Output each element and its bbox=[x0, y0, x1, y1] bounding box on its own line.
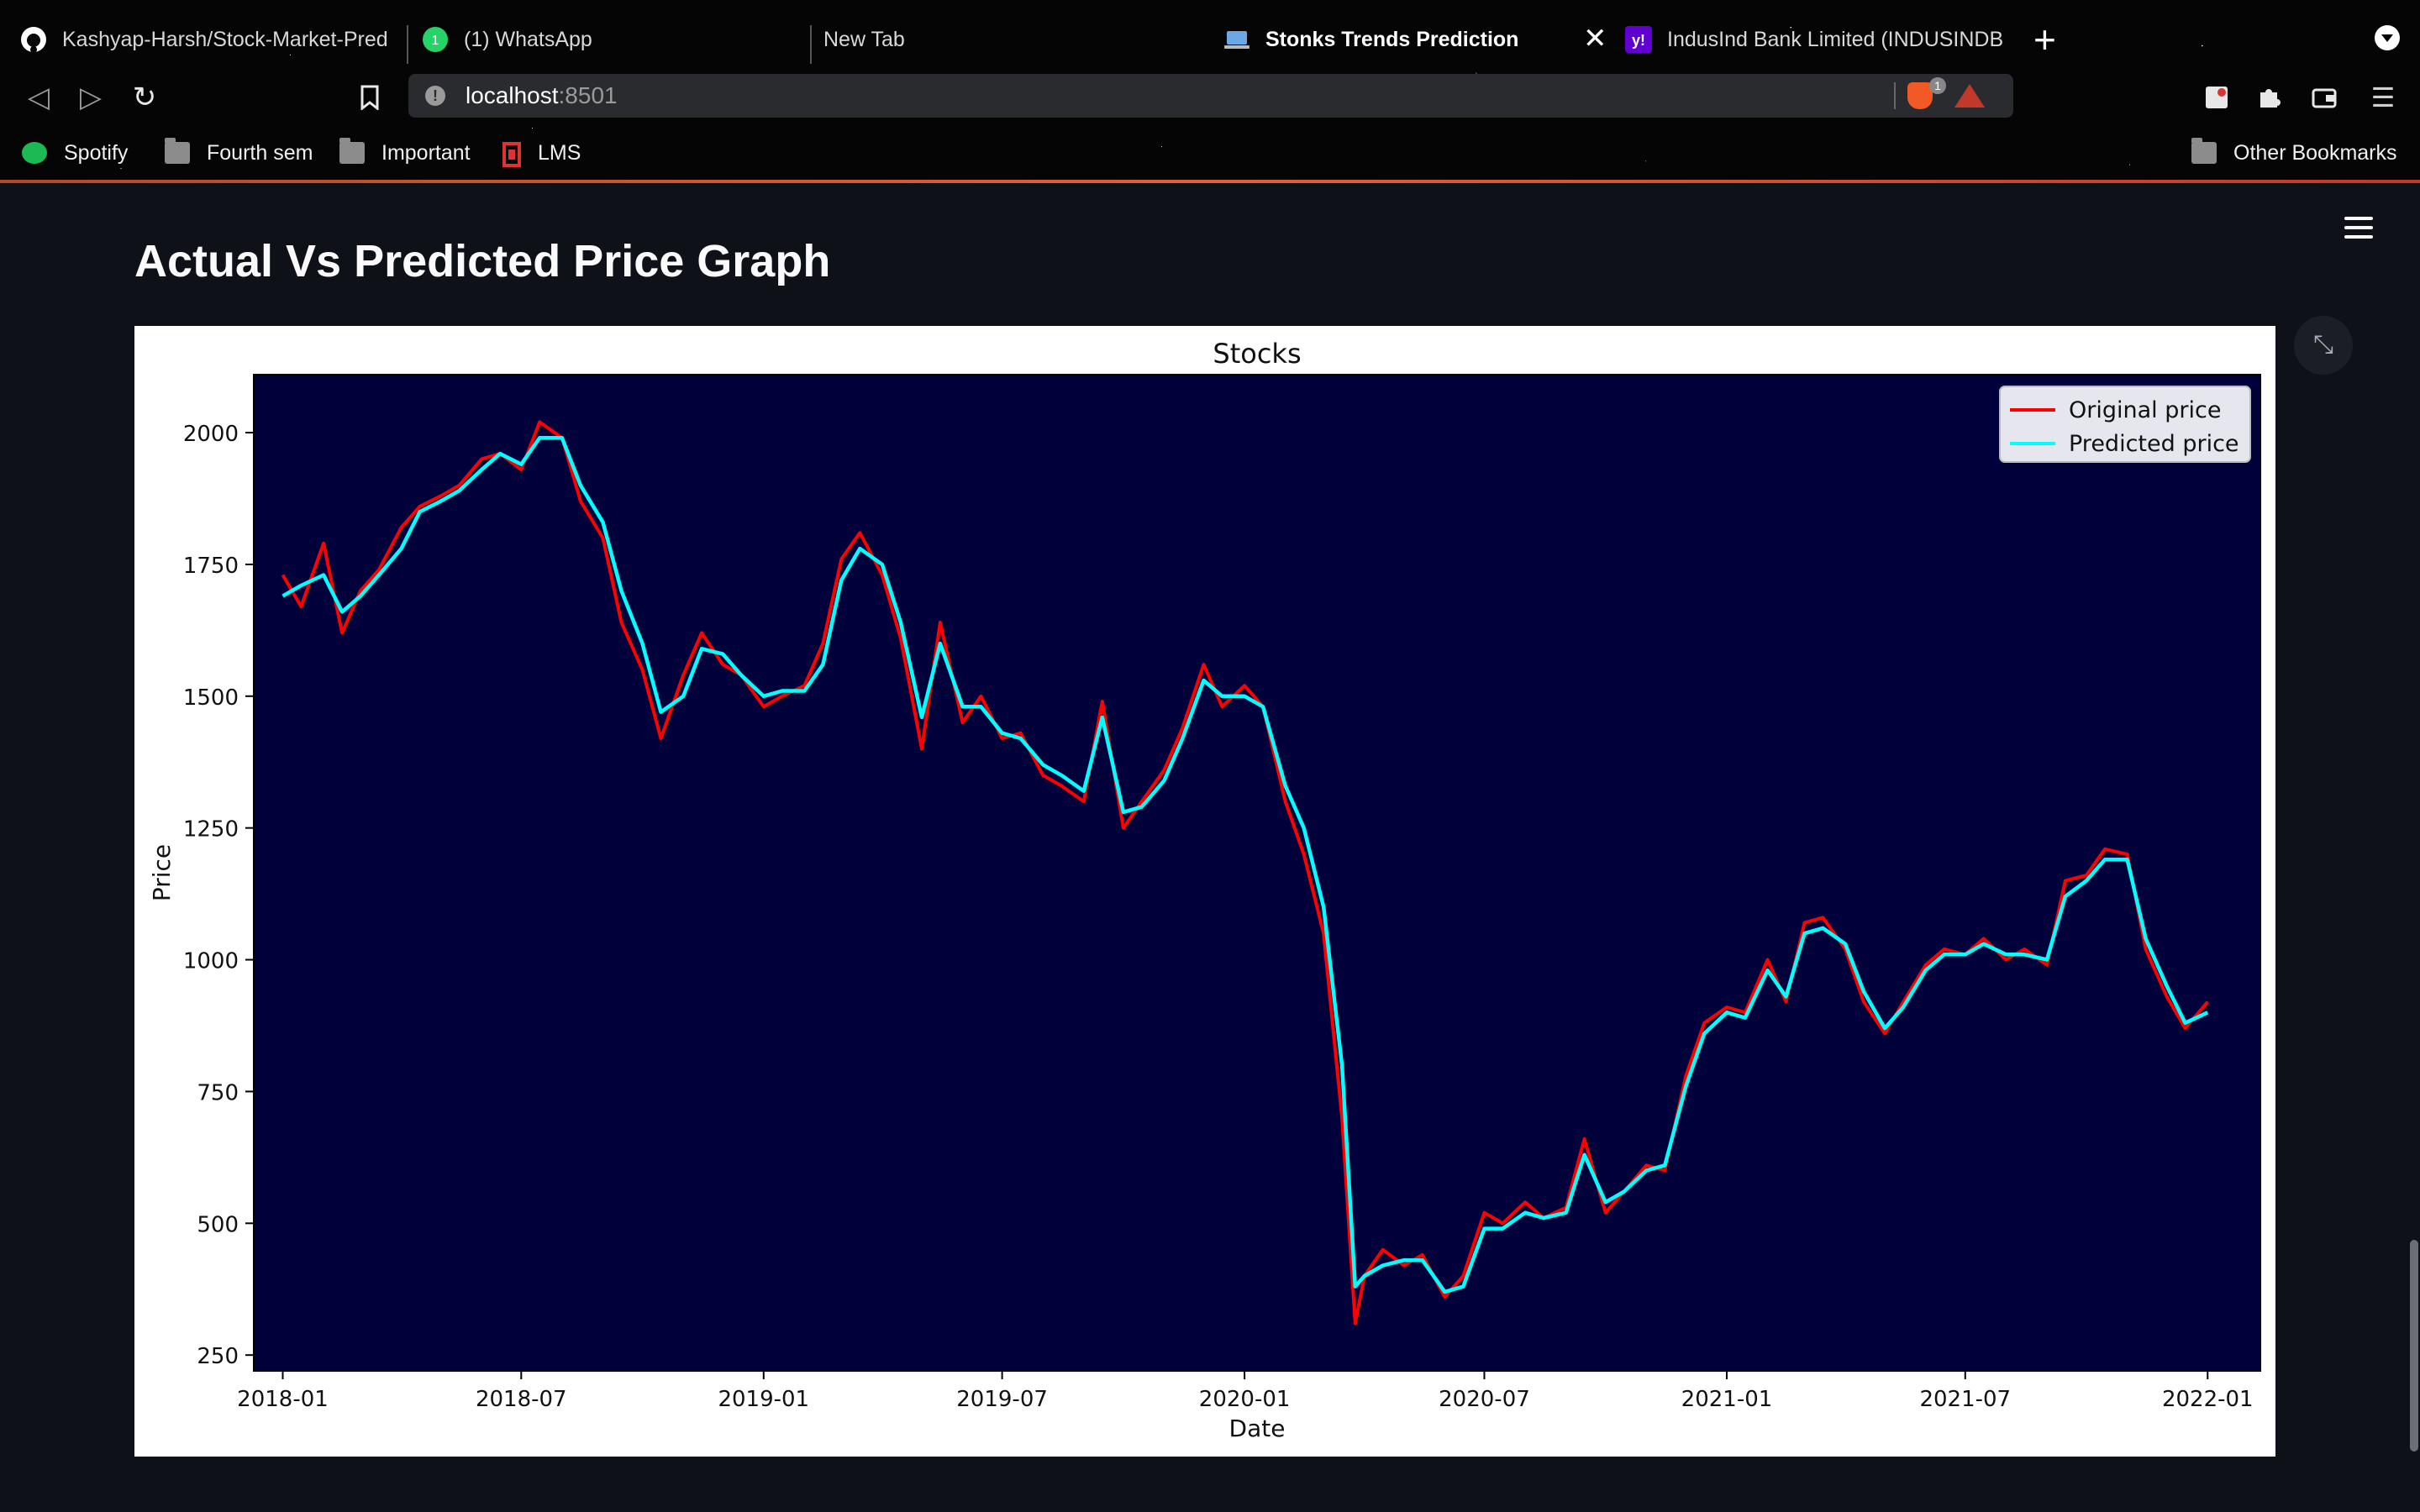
series-line-original-price bbox=[281, 420, 2209, 1326]
page-scrollbar[interactable] bbox=[2410, 1240, 2418, 1452]
plot-area bbox=[253, 374, 2261, 1372]
x-axis-label: Date bbox=[1229, 1415, 1286, 1442]
laptop-icon bbox=[1223, 26, 1250, 53]
urlbar-divider bbox=[1894, 82, 1896, 109]
y-tick-label: 1000 bbox=[183, 949, 239, 974]
bookmark-label: Other Bookmarks bbox=[2233, 140, 2397, 165]
bookmark-label: Important bbox=[381, 140, 471, 165]
tab-separator bbox=[810, 25, 812, 64]
fullscreen-expand-icon[interactable]: ⤡ bbox=[2294, 316, 2353, 375]
back-arrow-icon[interactable]: ◁ bbox=[27, 81, 50, 113]
x-tick-label: 2020-07 bbox=[1439, 1387, 1530, 1412]
x-tick-label: 2021-01 bbox=[1681, 1387, 1773, 1412]
tab-label: Stonks Trends Prediction bbox=[1265, 27, 1519, 51]
tab-new-tab[interactable]: New Tab bbox=[823, 0, 1160, 79]
y-tick-label: 1250 bbox=[183, 817, 239, 843]
legend-label: Predicted price bbox=[2069, 431, 2239, 457]
x-tick-label: 2021-07 bbox=[1919, 1387, 2011, 1412]
bookmark-icon[interactable] bbox=[351, 79, 388, 116]
main-menu-icon[interactable] bbox=[2344, 217, 2373, 244]
tab-whatsapp[interactable]: 1 (1) WhatsApp bbox=[422, 0, 758, 79]
chart-title: Stocks bbox=[1213, 338, 1301, 370]
y-tick-label: 750 bbox=[197, 1080, 239, 1105]
tab-label: New Tab bbox=[823, 27, 905, 51]
brave-shields-icon[interactable] bbox=[1907, 82, 1933, 109]
legend-box bbox=[1999, 386, 2251, 463]
chart-legend: Original price Predicted price bbox=[1999, 386, 2251, 463]
tab-close-icon[interactable]: ✕ bbox=[1583, 23, 1607, 55]
x-tick-label: 2018-07 bbox=[476, 1387, 567, 1412]
x-tick-label: 2022-01 bbox=[2162, 1387, 2254, 1412]
x-tick-label: 2020-01 bbox=[1199, 1387, 1291, 1412]
wallet-icon[interactable] bbox=[2309, 82, 2339, 113]
legend-label: Original price bbox=[2069, 397, 2221, 423]
stocks-chart: Stocks Date Price 250 500 750 1000 1250 1500 1… bbox=[148, 338, 2261, 1442]
tab-search-menu-icon[interactable] bbox=[2375, 25, 2400, 50]
folder-icon bbox=[339, 138, 365, 164]
folder-icon bbox=[2191, 138, 2217, 164]
x-tick-label: 2019-01 bbox=[718, 1387, 809, 1412]
y-axis: 250 500 750 1000 1250 1500 1750 2000 bbox=[183, 422, 254, 1369]
bookmark-label: Fourth sem bbox=[207, 140, 313, 165]
tab-label: IndusInd Bank Limited (INDUSINDB bbox=[1667, 27, 2003, 51]
bookmark-lms[interactable]: LMS bbox=[502, 138, 581, 168]
tab-separator bbox=[407, 25, 408, 64]
chrome-accent-line bbox=[0, 180, 2420, 183]
y-axis-label: Price bbox=[148, 844, 176, 901]
svg-text:y!: y! bbox=[1632, 32, 1645, 49]
y-tick-label: 1750 bbox=[183, 554, 239, 579]
series-lines bbox=[281, 420, 2209, 1326]
bookmark-fourth-sem[interactable]: Fourth sem bbox=[165, 138, 313, 168]
extension-page-icon[interactable] bbox=[2202, 82, 2232, 113]
bookmark-label: Spotify bbox=[64, 140, 129, 165]
address-bar[interactable]: ! localhost:8501 1 bbox=[408, 74, 2013, 118]
y-tick-label: 2000 bbox=[183, 422, 239, 447]
lms-icon bbox=[502, 142, 521, 167]
svg-text:1: 1 bbox=[432, 34, 439, 48]
y-tick-label: 500 bbox=[197, 1212, 239, 1237]
y-tick-label: 1500 bbox=[183, 685, 239, 711]
tab-stonks-active[interactable]: Stonks Trends Prediction bbox=[1223, 0, 1576, 79]
tab-label: (1) WhatsApp bbox=[464, 27, 592, 51]
x-axis: 2018-01 2018-07 2019-01 2019-07 2020-01 2020-… bbox=[237, 1371, 2254, 1412]
bookmarks-bar: Spotify Fourth sem Important LMS Other B… bbox=[0, 134, 2420, 171]
brave-rewards-icon[interactable] bbox=[1954, 84, 1985, 108]
browser-menu-icon[interactable]: ☰ bbox=[2370, 82, 2396, 113]
page-title: Actual Vs Predicted Price Graph bbox=[134, 236, 831, 286]
bookmark-other[interactable]: Other Bookmarks bbox=[2191, 138, 2397, 168]
shields-count-badge: 1 bbox=[1929, 77, 1946, 94]
new-tab-plus-icon[interactable]: + bbox=[2033, 18, 2056, 61]
reload-icon[interactable]: ↻ bbox=[132, 81, 157, 113]
tab-label: Kashyap-Harsh/Stock-Market-Pred bbox=[62, 27, 388, 51]
tab-github[interactable]: Kashyap-Harsh/Stock-Market-Pred bbox=[20, 0, 398, 79]
series-line-predicted-price bbox=[281, 436, 2209, 1294]
spotify-icon bbox=[22, 142, 47, 164]
x-tick-label: 2018-01 bbox=[237, 1387, 329, 1412]
tab-yahoo[interactable]: y! IndusInd Bank Limited (INDUSINDB bbox=[1625, 0, 2003, 79]
chart-figure: Stocks Date Price 250 500 750 1000 1250 1500 1… bbox=[134, 326, 2275, 1457]
url-host: localhost bbox=[466, 82, 559, 108]
bookmark-spotify[interactable]: Spotify bbox=[22, 138, 128, 168]
tab-bar: Kashyap-Harsh/Stock-Market-Pred 1 (1) Wh… bbox=[0, 0, 2420, 79]
x-tick-label: 2019-07 bbox=[956, 1387, 1048, 1412]
whatsapp-icon: 1 bbox=[422, 26, 449, 53]
site-info-icon[interactable]: ! bbox=[425, 86, 445, 106]
yahoo-icon: y! bbox=[1625, 26, 1652, 53]
forward-arrow-icon[interactable]: ▷ bbox=[79, 81, 103, 113]
bookmark-label: LMS bbox=[538, 140, 581, 165]
browser-chrome: Kashyap-Harsh/Stock-Market-Pred 1 (1) Wh… bbox=[0, 0, 2420, 183]
folder-icon bbox=[165, 138, 190, 164]
github-icon bbox=[20, 26, 47, 53]
y-tick-label: 250 bbox=[197, 1344, 239, 1369]
extensions-puzzle-icon[interactable] bbox=[2254, 82, 2284, 113]
bookmark-important[interactable]: Important bbox=[339, 138, 471, 168]
url-port: :8501 bbox=[558, 82, 618, 108]
